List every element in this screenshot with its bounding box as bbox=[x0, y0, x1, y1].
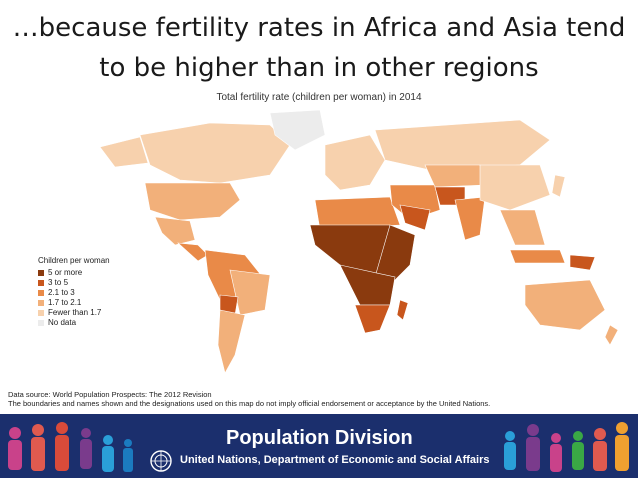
people-icons-left bbox=[8, 422, 133, 472]
slide-title: …because fertility rates in Africa and A… bbox=[0, 8, 638, 88]
legend-swatch bbox=[38, 300, 44, 306]
un-emblem-icon bbox=[150, 450, 172, 472]
legend-title: Children per woman bbox=[38, 256, 110, 265]
map-region-russia bbox=[374, 119, 551, 171]
legend-swatch bbox=[38, 280, 44, 286]
legend-label: 2.1 to 3 bbox=[48, 288, 75, 297]
map-region-china bbox=[479, 164, 551, 211]
slide-title-line-2: to be higher than in other regions bbox=[99, 53, 539, 83]
map-region-southeast-asia bbox=[499, 209, 546, 246]
people-icons-right bbox=[504, 422, 629, 472]
map-region-central-asia bbox=[424, 164, 486, 188]
map-region-indonesia bbox=[509, 249, 566, 264]
map-region-india bbox=[454, 196, 486, 241]
map-region-mexico bbox=[154, 216, 196, 246]
map-region-canada bbox=[139, 122, 291, 184]
disclaimer-line: The boundaries and names shown and the d… bbox=[8, 398, 491, 408]
map-region-usa bbox=[144, 182, 241, 221]
legend-label: 5 or more bbox=[48, 268, 83, 277]
data-source-line-1: Data source: World Population Prospects:… bbox=[8, 390, 212, 399]
slide-title-line-1: …because fertility rates in Africa and A… bbox=[12, 13, 626, 43]
legend-item: Fewer than 1.7 bbox=[38, 308, 110, 318]
world-map bbox=[99, 109, 619, 374]
map-region-madagascar bbox=[396, 299, 409, 321]
map-region-south-america-south bbox=[217, 309, 246, 374]
legend-swatch bbox=[38, 320, 44, 326]
legend-item: 2.1 to 3 bbox=[38, 288, 110, 298]
map-region-greenland bbox=[269, 109, 326, 151]
legend-item: 1.7 to 2.1 bbox=[38, 298, 110, 308]
map-title: Total fertility rate (children per woman… bbox=[216, 92, 422, 103]
map-region-east-africa bbox=[374, 224, 416, 281]
legend-label: Fewer than 1.7 bbox=[48, 308, 102, 317]
population-division-banner: Population Division United Nations, Depa… bbox=[0, 414, 638, 478]
banner-title: Population Division bbox=[226, 427, 413, 449]
map-region-europe bbox=[324, 134, 386, 191]
map-region-papua-new-guinea bbox=[569, 254, 596, 271]
map-region-australia bbox=[524, 279, 606, 331]
banner-subtitle: United Nations, Department of Economic a… bbox=[180, 454, 490, 466]
map-region-arabian-peninsula bbox=[399, 204, 431, 231]
legend-swatch bbox=[38, 310, 44, 316]
data-source: Data source: World Population Prospects:… bbox=[8, 390, 491, 408]
legend-label: 3 to 5 bbox=[48, 278, 69, 287]
legend-item: No data bbox=[38, 318, 110, 328]
legend-label: No data bbox=[48, 318, 77, 327]
legend-label: 1.7 to 2.1 bbox=[48, 298, 82, 307]
map-region-japan bbox=[551, 174, 566, 198]
map-region-central-america bbox=[177, 242, 209, 262]
legend-swatch bbox=[38, 270, 44, 276]
legend-swatch bbox=[38, 290, 44, 296]
map-region-new-zealand bbox=[604, 324, 619, 346]
legend-item: 5 or more bbox=[38, 268, 110, 278]
map-region-north-africa bbox=[314, 196, 401, 231]
map-legend: Children per woman 5 or more 3 to 5 2.1 to… bbox=[38, 256, 110, 328]
map-region-southern-africa bbox=[354, 304, 391, 334]
legend-item: 3 to 5 bbox=[38, 278, 110, 288]
map-region-alaska bbox=[99, 136, 149, 168]
